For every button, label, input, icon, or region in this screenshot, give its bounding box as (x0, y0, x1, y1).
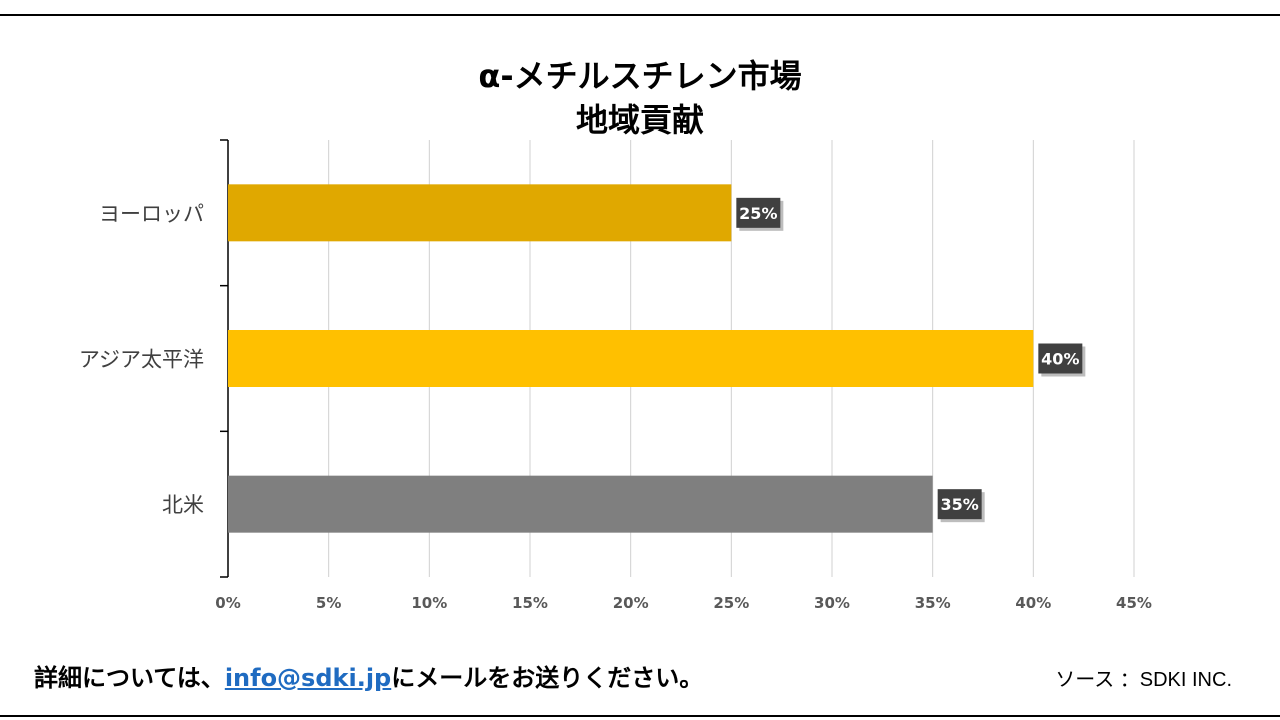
data-label-box (736, 197, 781, 228)
x-tick-label: 30% (814, 594, 850, 612)
data-label-box (937, 489, 982, 520)
bar (228, 475, 933, 533)
data-label: 35% (941, 495, 979, 514)
top-rule (0, 14, 1280, 16)
contact-text: 詳細については、info@sdki.jpにメールをお送りください。 (34, 662, 703, 694)
x-tick-label: 0% (215, 594, 240, 612)
chart-title-line1: α-メチルスチレン市場 (478, 57, 802, 95)
x-tick-label: 10% (411, 594, 447, 612)
x-tick-label: 25% (713, 594, 749, 612)
x-tick-label: 45% (1116, 594, 1152, 612)
x-tick-label: 15% (512, 594, 548, 612)
category-label: 北米 (162, 493, 204, 517)
bar (228, 184, 732, 242)
x-tick-label: 20% (613, 594, 649, 612)
x-tick-label: 40% (1015, 594, 1051, 612)
data-label: 25% (739, 204, 777, 223)
source-text: ソース ：SDKI INC. (1055, 669, 1232, 691)
contact-prefix: 詳細については、 (34, 664, 225, 692)
data-label-box (1038, 343, 1083, 374)
contact-suffix: にメールをお送りください。 (391, 664, 704, 692)
chart-title-line2: 地域貢献 (575, 101, 704, 139)
email-link[interactable]: info@sdki.jp (224, 664, 392, 692)
category-label: アジア太平洋 (79, 348, 204, 372)
category-label: ヨーロッパ (99, 202, 204, 226)
bottom-rule (0, 715, 1280, 717)
x-tick-label: 35% (915, 594, 951, 612)
data-label: 40% (1041, 350, 1079, 369)
bar (228, 330, 1034, 387)
x-tick-label: 5% (316, 594, 341, 612)
